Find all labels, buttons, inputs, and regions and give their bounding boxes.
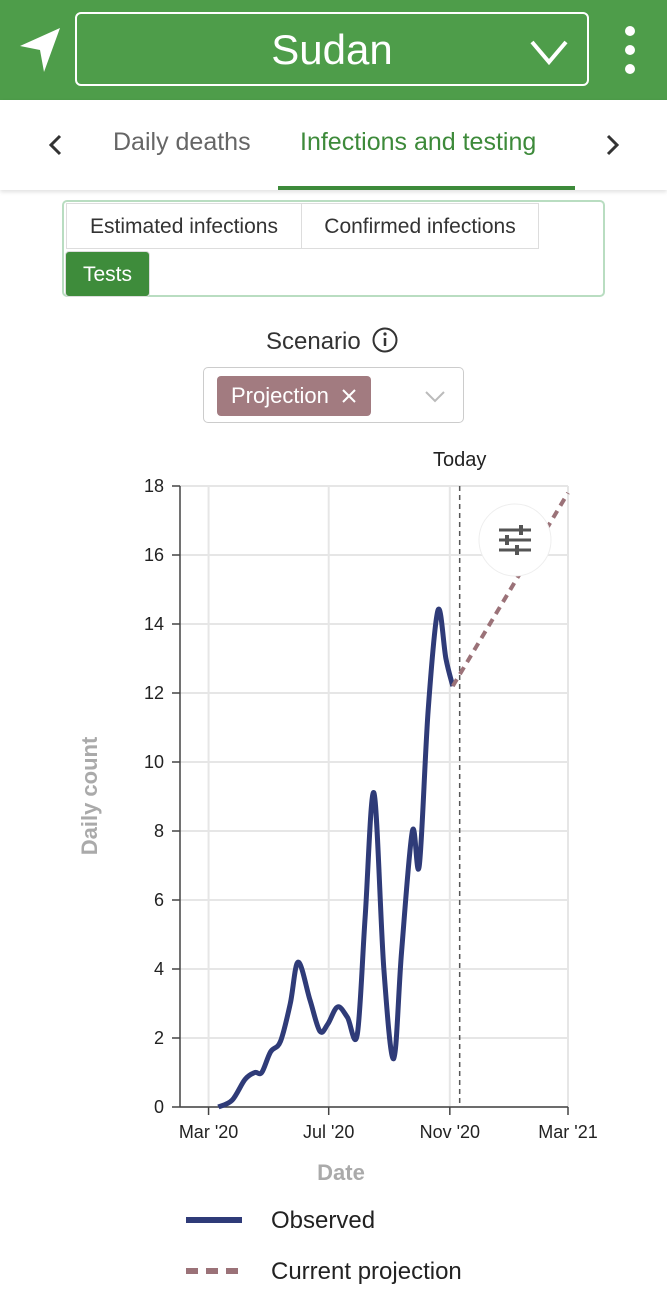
series-line <box>217 606 456 1110</box>
y-tick-label: 6 <box>154 890 164 910</box>
menu-icon[interactable] <box>620 25 640 75</box>
tab[interactable]: Daily deaths <box>113 128 251 156</box>
y-tick-label: 14 <box>144 614 164 634</box>
scenario-select[interactable]: Projection <box>203 367 464 423</box>
filter-button[interactable] <box>477 502 553 578</box>
scenario-text: Scenario <box>266 328 361 355</box>
scenario-chip[interactable]: Projection <box>217 376 371 416</box>
select-chevron <box>425 391 445 403</box>
x-tick-label: Mar '20 <box>179 1122 238 1142</box>
tab-underline <box>278 186 575 190</box>
next-arrow[interactable] <box>602 133 622 157</box>
legend-label: Observed <box>271 1207 375 1234</box>
y-axis-label: Daily count <box>77 736 102 855</box>
country-name: Sudan <box>271 26 393 73</box>
location-icon[interactable] <box>12 20 72 80</box>
scenario-label: Scenario <box>266 326 399 356</box>
legend-label: Current projection <box>271 1258 462 1285</box>
x-tick-label: Nov '20 <box>420 1122 480 1142</box>
prev-arrow[interactable] <box>46 133 66 157</box>
x-tick-label: Mar '21 <box>538 1122 597 1142</box>
y-tick-label: 4 <box>154 959 164 979</box>
chip-text: Projection <box>231 383 329 408</box>
subtab-group: Estimated infections Confirmed infection… <box>62 200 605 297</box>
tab-active[interactable]: Infections and testing <box>300 128 537 156</box>
y-tick-label: 2 <box>154 1028 164 1048</box>
y-tick-label: 12 <box>144 683 164 703</box>
chevron <box>530 40 568 66</box>
y-tick-label: 8 <box>154 821 164 841</box>
country-select[interactable]: Sudan <box>75 12 589 86</box>
chip-close[interactable] <box>341 388 357 404</box>
subtab-active[interactable]: Tests <box>65 251 150 297</box>
subtab[interactable]: Estimated infections <box>66 203 302 249</box>
y-tick-label: 16 <box>144 545 164 565</box>
header: Sudan <box>0 0 667 100</box>
tab-bar: Daily deaths Infections and testing <box>0 100 667 190</box>
today-label: Today <box>433 449 486 471</box>
subtab[interactable]: Confirmed infections <box>301 203 539 249</box>
y-tick-label: 0 <box>154 1097 164 1117</box>
info-icon[interactable] <box>371 326 399 354</box>
x-tick-label: Jul '20 <box>303 1122 354 1142</box>
x-axis-label: Date <box>317 1160 365 1185</box>
y-tick-label: 10 <box>144 752 164 772</box>
y-tick-label: 18 <box>144 476 164 496</box>
